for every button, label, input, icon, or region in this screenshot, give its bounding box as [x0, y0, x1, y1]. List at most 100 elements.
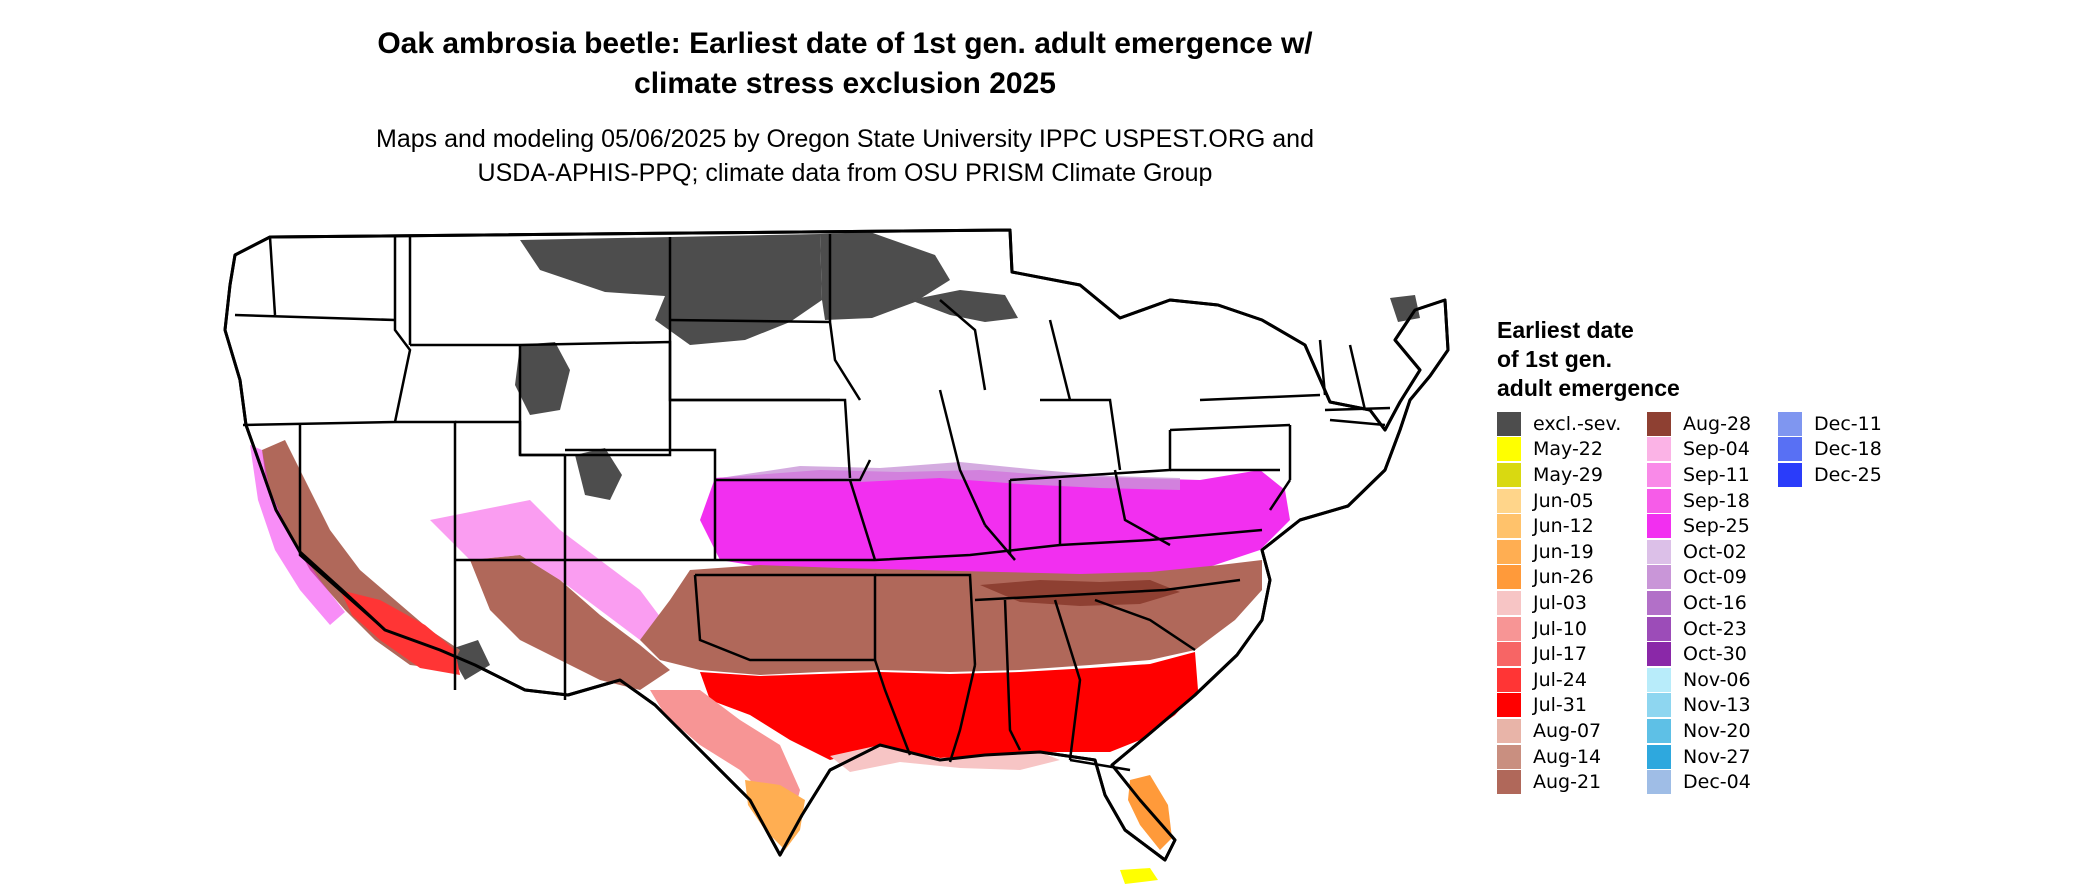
legend-item: Oct-30	[1647, 641, 1751, 667]
band-salmon-coast	[650, 690, 800, 830]
legend-item: Aug-21	[1497, 769, 1621, 795]
legend-item: Nov-13	[1647, 693, 1751, 719]
legend-swatch	[1497, 462, 1521, 487]
legend-swatch	[1497, 590, 1521, 615]
legend-label: Sep-18	[1683, 489, 1750, 512]
us-emergence-map	[223, 228, 1450, 884]
legend-swatch	[1647, 565, 1671, 590]
legend-label: May-29	[1533, 463, 1603, 486]
band-lavender-edge	[720, 462, 1180, 490]
legend-swatch	[1647, 514, 1671, 539]
legend-swatch	[1497, 565, 1521, 590]
legend-label: excl.-sev.	[1533, 412, 1622, 435]
legend-item: Dec-11	[1778, 411, 1882, 437]
us-outline	[223, 228, 1450, 862]
legend-item: Jul-10	[1497, 616, 1621, 642]
legend-item: Oct-23	[1647, 616, 1751, 642]
band-florida-yellow	[1120, 868, 1158, 884]
exclusion-colorado	[575, 448, 622, 500]
legend-swatch	[1497, 539, 1521, 564]
map-subtitle-line-1: Maps and modeling 05/06/2025 by Oregon S…	[376, 125, 1314, 153]
legend-label: Jun-26	[1533, 566, 1594, 589]
band-dark-brown	[980, 580, 1180, 606]
legend-item: Nov-06	[1647, 667, 1751, 693]
legend-item: Oct-02	[1647, 539, 1751, 565]
legend-swatch	[1647, 744, 1671, 769]
exclusion-wyoming	[515, 342, 570, 415]
legend-swatch	[1647, 590, 1671, 615]
map-subtitle: Maps and modeling 05/06/2025 by Oregon S…	[200, 122, 1490, 190]
legend-label: Aug-07	[1533, 719, 1602, 742]
legend-item: Sep-18	[1647, 488, 1751, 514]
legend-swatch	[1497, 770, 1521, 795]
map-title-line-2: climate stress exclusion 2025	[634, 67, 1056, 100]
legend-swatch	[1647, 693, 1671, 718]
legend-swatch	[1647, 411, 1671, 436]
band-magenta-north	[700, 470, 1290, 580]
legend-item: excl.-sev.	[1497, 411, 1621, 437]
legend-label: Oct-30	[1683, 643, 1747, 666]
legend-swatch	[1497, 616, 1521, 641]
legend-swatch	[1497, 514, 1521, 539]
legend-label: Nov-20	[1683, 719, 1751, 742]
map-title-line-1: Oak ambrosia beetle: Earliest date of 1s…	[377, 27, 1313, 60]
legend-label: Jun-19	[1533, 540, 1594, 563]
legend-label: Jul-10	[1533, 617, 1587, 640]
legend-item: Nov-20	[1647, 718, 1751, 744]
legend-label: Jun-05	[1533, 489, 1594, 512]
legend-item: Dec-04	[1647, 769, 1751, 795]
legend-item: Jun-26	[1497, 565, 1621, 591]
legend-label: Dec-18	[1814, 438, 1882, 461]
legend-swatch	[1647, 642, 1671, 667]
legend-item: Jun-19	[1497, 539, 1621, 565]
legend-item: Aug-07	[1497, 718, 1621, 744]
legend-item: Jul-31	[1497, 693, 1621, 719]
southwest-pink	[430, 500, 670, 640]
legend-label: Nov-13	[1683, 694, 1751, 717]
legend-label: Oct-09	[1683, 566, 1747, 589]
legend-label: Aug-21	[1533, 771, 1602, 794]
legend-item: Dec-18	[1778, 437, 1882, 463]
exclusion-wisconsin-michigan	[910, 290, 1018, 322]
legend-swatch	[1497, 437, 1521, 462]
legend-label: Aug-28	[1683, 412, 1752, 435]
legend-item: Oct-16	[1647, 590, 1751, 616]
legend-swatch	[1497, 667, 1521, 692]
legend-swatch	[1497, 488, 1521, 513]
legend-swatch	[1647, 770, 1671, 795]
legend-item: Nov-27	[1647, 744, 1751, 770]
legend-label: Oct-16	[1683, 591, 1747, 614]
legend-column-2: Aug-28 Sep-04 Sep-11 Sep-18 Sep-25 Oct-02 Oct-…	[1647, 411, 1751, 795]
southwest-brown	[470, 555, 670, 690]
legend-label: Jul-24	[1533, 668, 1587, 691]
legend-label: Jul-17	[1533, 643, 1587, 666]
legend-swatch	[1497, 744, 1521, 769]
legend-item: Jul-03	[1497, 590, 1621, 616]
legend-item: Jun-05	[1497, 488, 1621, 514]
legend-item: Sep-11	[1647, 462, 1751, 488]
legend-title-line-3: adult emergence	[1497, 375, 1680, 401]
legend-item: Jul-17	[1497, 641, 1621, 667]
legend-label: Oct-02	[1683, 540, 1747, 563]
legend-label: Nov-06	[1683, 668, 1751, 691]
legend-label: Aug-14	[1533, 745, 1602, 768]
legend-swatch	[1778, 411, 1802, 436]
legend-label: Sep-11	[1683, 463, 1750, 486]
legend-column-3: Dec-11 Dec-18 Dec-25	[1778, 411, 1882, 488]
legend-swatch	[1647, 667, 1671, 692]
exclusion-minnesota	[820, 232, 950, 320]
legend-swatch	[1778, 437, 1802, 462]
legend-item: Jun-12	[1497, 513, 1621, 539]
legend-item: Sep-25	[1647, 513, 1751, 539]
legend-swatch	[1647, 462, 1671, 487]
west-red-desert	[340, 590, 460, 675]
legend-label: Dec-11	[1814, 412, 1882, 435]
legend-swatch	[1497, 411, 1521, 436]
legend-label: Sep-25	[1683, 515, 1750, 538]
map-subtitle-line-2: USDA-APHIS-PPQ; climate data from OSU PR…	[477, 159, 1213, 187]
legend-label: Oct-23	[1683, 617, 1747, 640]
legend-swatch	[1497, 693, 1521, 718]
state-boundaries	[234, 234, 1391, 772]
west-colored-areas	[250, 440, 670, 690]
legend-item: Sep-04	[1647, 437, 1751, 463]
